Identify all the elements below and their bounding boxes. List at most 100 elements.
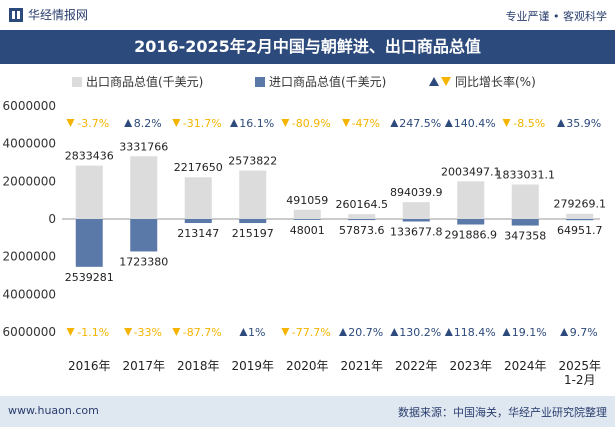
x-tick-label: 2022年 bbox=[395, 359, 438, 373]
bars bbox=[75, 156, 594, 267]
x-tick-label: 2017年 bbox=[122, 359, 165, 373]
import-bar bbox=[566, 219, 594, 221]
import-growth-label: 130.2% bbox=[390, 326, 441, 339]
down-triangle-icon bbox=[172, 328, 181, 336]
export-value-label: 1833031.1 bbox=[496, 168, 556, 181]
export-value-label: 2573822 bbox=[228, 155, 277, 168]
import-bar bbox=[75, 219, 103, 267]
growth-labels: -3.7% -1.1% 8.2% -33% -31.7% -87.7% 16.1% 1% -80… bbox=[66, 117, 601, 339]
export-bar bbox=[457, 181, 485, 219]
legend-export-label: 出口商品总值(千美元) bbox=[86, 74, 203, 89]
legend: 出口商品总值(千美元) 进口商品总值(千美元) 同比增长率(%) bbox=[72, 74, 536, 89]
down-triangle-icon bbox=[172, 119, 181, 127]
growth-value: -77.7% bbox=[292, 326, 331, 339]
up-triangle-icon bbox=[390, 328, 399, 336]
y-tick-label: 6000000 bbox=[3, 325, 56, 339]
up-triangle-icon bbox=[390, 119, 399, 127]
up-triangle-icon bbox=[502, 328, 511, 336]
growth-value: 20.7% bbox=[348, 326, 383, 339]
growth-value: 118.4% bbox=[454, 326, 496, 339]
export-value-label: 279269.1 bbox=[554, 198, 607, 211]
y-tick-label: 2000000 bbox=[3, 250, 56, 264]
slogan: 专业严谨 • 客观科学 bbox=[505, 10, 607, 23]
growth-value: 9.7% bbox=[570, 326, 598, 339]
growth-value: -87.7% bbox=[183, 326, 222, 339]
down-triangle-icon bbox=[502, 119, 511, 127]
growth-value: 247.5% bbox=[399, 117, 441, 130]
export-bar bbox=[511, 184, 539, 219]
import-growth-label: -87.7% bbox=[172, 326, 222, 339]
export-growth-label: -8.5% bbox=[502, 117, 545, 130]
import-growth-label: 118.4% bbox=[444, 326, 496, 339]
import-bar bbox=[348, 219, 376, 221]
up-triangle-icon bbox=[444, 119, 453, 127]
export-value-label: 260164.5 bbox=[336, 198, 389, 211]
legend-growth-label: 同比增长率(%) bbox=[455, 74, 536, 89]
export-bar bbox=[75, 165, 103, 219]
import-value-label: 1723380 bbox=[119, 255, 168, 268]
website-link[interactable]: www.huaon.com bbox=[8, 404, 99, 417]
export-value-label: 2833436 bbox=[65, 150, 114, 163]
export-bar bbox=[130, 156, 158, 219]
export-bar bbox=[293, 209, 321, 219]
export-growth-label: -47% bbox=[342, 117, 380, 130]
import-bar bbox=[457, 219, 485, 225]
chart: 出口商品总值(千美元) 进口商品总值(千美元) 同比增长率(%) 6000000… bbox=[3, 74, 607, 387]
import-value-label: 213147 bbox=[177, 227, 219, 240]
growth-value: -47% bbox=[352, 117, 380, 130]
footer: www.huaon.com 数据来源：中国海关，华经产业研究院整理 bbox=[0, 396, 615, 427]
x-tick-label: 2021年 bbox=[340, 359, 383, 373]
x-tick-label: 2020年 bbox=[286, 359, 329, 373]
x-tick-label: 2025年 bbox=[558, 359, 601, 373]
legend-down-triangle-icon bbox=[441, 77, 451, 86]
legend-import-swatch bbox=[255, 77, 265, 87]
data-source: 数据来源：中国海关，华经产业研究院整理 bbox=[398, 406, 607, 419]
growth-value: -80.9% bbox=[292, 117, 331, 130]
import-growth-label: 9.7% bbox=[560, 326, 598, 339]
up-triangle-icon bbox=[444, 328, 453, 336]
y-tick-label: 4000000 bbox=[3, 287, 56, 301]
export-bar bbox=[184, 177, 212, 219]
import-bar bbox=[293, 219, 321, 220]
growth-value: -31.7% bbox=[183, 117, 222, 130]
export-value-label: 3331766 bbox=[119, 140, 168, 153]
import-bar bbox=[130, 219, 158, 252]
growth-value: 8.2% bbox=[134, 117, 162, 130]
export-value-label: 2003497.1 bbox=[441, 165, 501, 178]
import-value-label: 48001 bbox=[290, 224, 325, 237]
legend-export-swatch bbox=[72, 77, 82, 87]
growth-value: 35.9% bbox=[566, 117, 601, 130]
export-value-label: 2217650 bbox=[174, 161, 223, 174]
down-triangle-icon bbox=[66, 119, 75, 127]
import-growth-label: -33% bbox=[124, 326, 162, 339]
up-triangle-icon bbox=[124, 119, 133, 127]
import-value-label: 2539281 bbox=[65, 271, 114, 284]
import-growth-label: 19.1% bbox=[502, 326, 547, 339]
export-value-label: 894039.9 bbox=[390, 186, 443, 199]
x-tick-label: 1-2月 bbox=[564, 373, 596, 387]
up-triangle-icon bbox=[560, 328, 569, 336]
x-tick-label: 2023年 bbox=[449, 359, 492, 373]
export-growth-label: 8.2% bbox=[124, 117, 162, 130]
import-value-label: 57873.6 bbox=[339, 224, 385, 237]
growth-value: 19.1% bbox=[512, 326, 547, 339]
up-triangle-icon bbox=[339, 328, 347, 336]
up-triangle-icon bbox=[557, 119, 565, 127]
export-value-label: 491059 bbox=[286, 194, 328, 207]
growth-value: -8.5% bbox=[513, 117, 545, 130]
export-growth-label: 140.4% bbox=[444, 117, 496, 130]
brand-logo-icon bbox=[9, 7, 23, 22]
import-growth-label: -1.1% bbox=[66, 326, 109, 339]
import-bar bbox=[402, 219, 430, 222]
export-bar bbox=[239, 170, 267, 219]
export-growth-label: -3.7% bbox=[66, 117, 109, 130]
growth-value: -33% bbox=[134, 326, 162, 339]
y-tick-label: 6000000 bbox=[3, 99, 56, 113]
x-axis: 2016年 2017年 2018年 2019年 2020年 2021年 2022年 2023年… bbox=[68, 359, 601, 387]
up-triangle-icon bbox=[239, 328, 248, 336]
import-value-label: 215197 bbox=[232, 227, 274, 240]
import-growth-label: -77.7% bbox=[281, 326, 331, 339]
import-bar bbox=[239, 219, 267, 224]
chart-title: 2016-2025年2月中国与朝鲜进、出口商品总值 bbox=[134, 37, 481, 56]
export-growth-label: -31.7% bbox=[172, 117, 222, 130]
